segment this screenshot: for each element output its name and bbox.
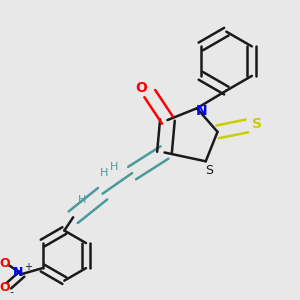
- Text: N: N: [12, 266, 23, 279]
- Text: N: N: [196, 104, 207, 118]
- Text: +: +: [24, 262, 32, 272]
- Text: H: H: [78, 195, 86, 205]
- Text: O: O: [0, 257, 10, 270]
- Text: S: S: [205, 164, 213, 177]
- Text: S: S: [252, 118, 262, 131]
- Text: H: H: [100, 168, 108, 178]
- Text: -: -: [10, 287, 14, 297]
- Text: O: O: [135, 81, 147, 95]
- Text: H: H: [110, 162, 118, 172]
- Text: O: O: [0, 281, 10, 294]
